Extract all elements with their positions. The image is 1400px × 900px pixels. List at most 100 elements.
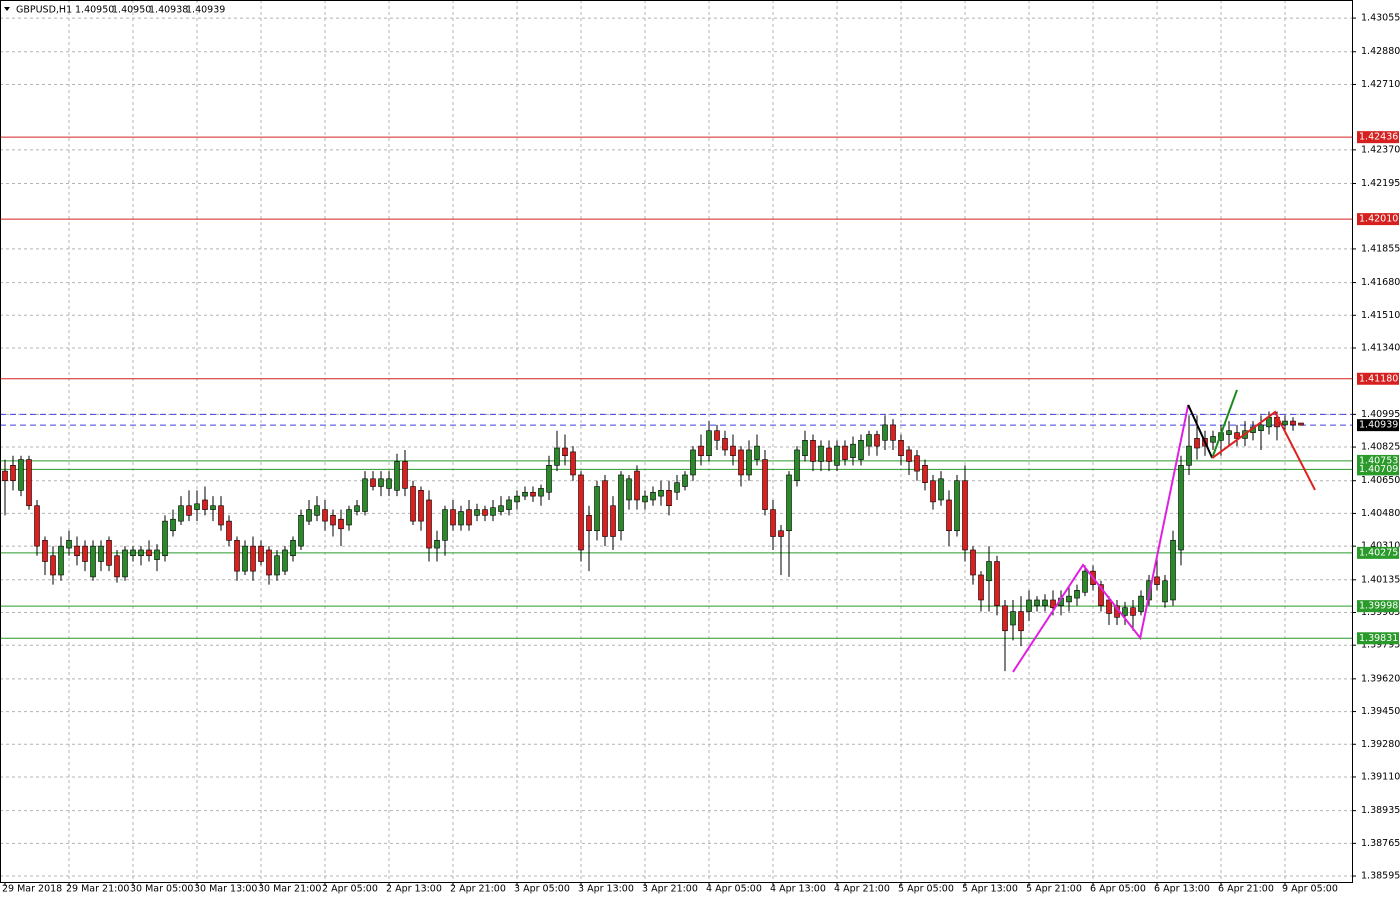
candle-body: [1026, 599, 1032, 612]
candle-body: [458, 511, 464, 526]
x-tick-label: 30 Mar 13:00: [194, 884, 257, 895]
x-tick-label: 29 Mar 21:00: [66, 884, 129, 895]
candle-body: [434, 540, 440, 549]
candle-body: [834, 445, 840, 466]
candle-body: [18, 459, 24, 491]
candle-body: [1290, 420, 1296, 426]
y-tick-label: 1.39450: [1361, 706, 1400, 717]
candle-body: [514, 495, 520, 503]
candle-body: [314, 505, 320, 516]
candle-body: [594, 486, 600, 532]
candle-body: [106, 540, 112, 566]
y-tick-label: 1.40310: [1361, 541, 1400, 552]
level-label-box: [1357, 372, 1399, 385]
candle-body: [1002, 605, 1008, 632]
y-tick-label: 1.40825: [1361, 442, 1400, 453]
candle-body: [890, 424, 896, 441]
x-tick-label: 5 Apr 21:00: [1026, 884, 1082, 895]
menu-arrow[interactable]: [4, 7, 10, 11]
x-tick-label: 5 Apr 05:00: [898, 884, 954, 895]
candle-body: [170, 518, 176, 532]
candle-body: [122, 549, 128, 578]
level-label-box: [1357, 600, 1399, 613]
x-tick-label: 6 Apr 05:00: [1090, 884, 1146, 895]
candle-body: [138, 549, 144, 557]
y-tick-label: 1.39795: [1361, 640, 1400, 651]
candle-body: [98, 545, 104, 562]
candle-body: [1178, 465, 1184, 551]
candle-body: [674, 482, 680, 493]
candle-body: [842, 445, 848, 460]
candle-body: [442, 509, 448, 541]
candle-body: [506, 499, 512, 510]
candle-body: [770, 509, 776, 537]
candle-body: [786, 474, 792, 532]
candle-body: [418, 490, 424, 522]
axis: 1.43055 1.42880 1.42710 1.42370 1.42195 1.418…: [2, 13, 1400, 895]
x-tick-label: 4 Apr 13:00: [770, 884, 826, 895]
candle-body: [562, 447, 568, 457]
candle-body: [162, 520, 168, 557]
level-label: 1.40275: [1359, 547, 1398, 558]
candle-body: [1066, 595, 1072, 603]
candle-body: [914, 455, 920, 472]
candle-body: [746, 449, 752, 476]
candle-body: [250, 545, 256, 572]
candle-body: [186, 505, 192, 516]
x-tick-label: 4 Apr 21:00: [834, 884, 890, 895]
y-tick-label: 1.38595: [1361, 871, 1400, 882]
y-tick-label: 1.41510: [1361, 310, 1400, 321]
candle-body: [634, 470, 640, 501]
level-label: 1.42436: [1359, 132, 1398, 143]
candle-body: [946, 499, 952, 532]
x-tick-label: 6 Apr 13:00: [1154, 884, 1210, 895]
candle-body: [1050, 599, 1056, 608]
candle-body: [114, 555, 120, 578]
plot-frame: [0, 0, 1353, 883]
candle-body: [1298, 422, 1304, 426]
candle-body: [1226, 430, 1232, 435]
candle-body: [538, 488, 544, 497]
candle-body: [58, 545, 64, 576]
candle-body: [1258, 424, 1264, 432]
candle-body: [850, 443, 856, 458]
y-tick-label: 1.42195: [1361, 178, 1400, 189]
level-label: 1.39998: [1359, 601, 1398, 612]
candle-body: [690, 449, 696, 476]
candle-body: [298, 515, 304, 547]
x-tick-label: 30 Mar 21:00: [258, 884, 321, 895]
candle-body: [234, 540, 240, 572]
candle-body: [802, 440, 808, 457]
candle-body: [466, 509, 472, 526]
trend-line: [1211, 410, 1316, 491]
candle-body: [962, 480, 968, 551]
candle-body: [482, 509, 488, 516]
candle-body: [754, 445, 760, 460]
candle-body: [546, 465, 552, 493]
candle-body: [130, 549, 136, 557]
y-tick-label: 1.39280: [1361, 739, 1400, 750]
candle-body: [970, 549, 976, 576]
y-tick-label: 1.39965: [1361, 607, 1400, 618]
candle-body: [226, 520, 232, 541]
candle-body: [330, 515, 336, 526]
candle-body: [978, 574, 984, 601]
candle-body: [882, 424, 888, 441]
level-label-box: [1357, 632, 1399, 645]
header-value: 1.40938: [149, 5, 188, 16]
candle-body: [1042, 599, 1048, 607]
level-label: 1.40753: [1359, 455, 1398, 466]
candle-body: [1154, 576, 1160, 585]
candle-body: [610, 505, 616, 537]
y-tick-label: 1.40650: [1361, 475, 1400, 486]
candle-body: [682, 474, 688, 487]
x-tick-label: 3 Apr 13:00: [578, 884, 634, 895]
candle-body: [194, 503, 200, 510]
candle-body: [1106, 599, 1112, 614]
y-tick-label: 1.39110: [1361, 771, 1400, 782]
candle-body: [42, 540, 48, 562]
candle-body: [602, 480, 608, 537]
candle-body: [146, 549, 152, 557]
candle-body: [402, 461, 408, 489]
header-value: 1.40939: [186, 5, 225, 16]
